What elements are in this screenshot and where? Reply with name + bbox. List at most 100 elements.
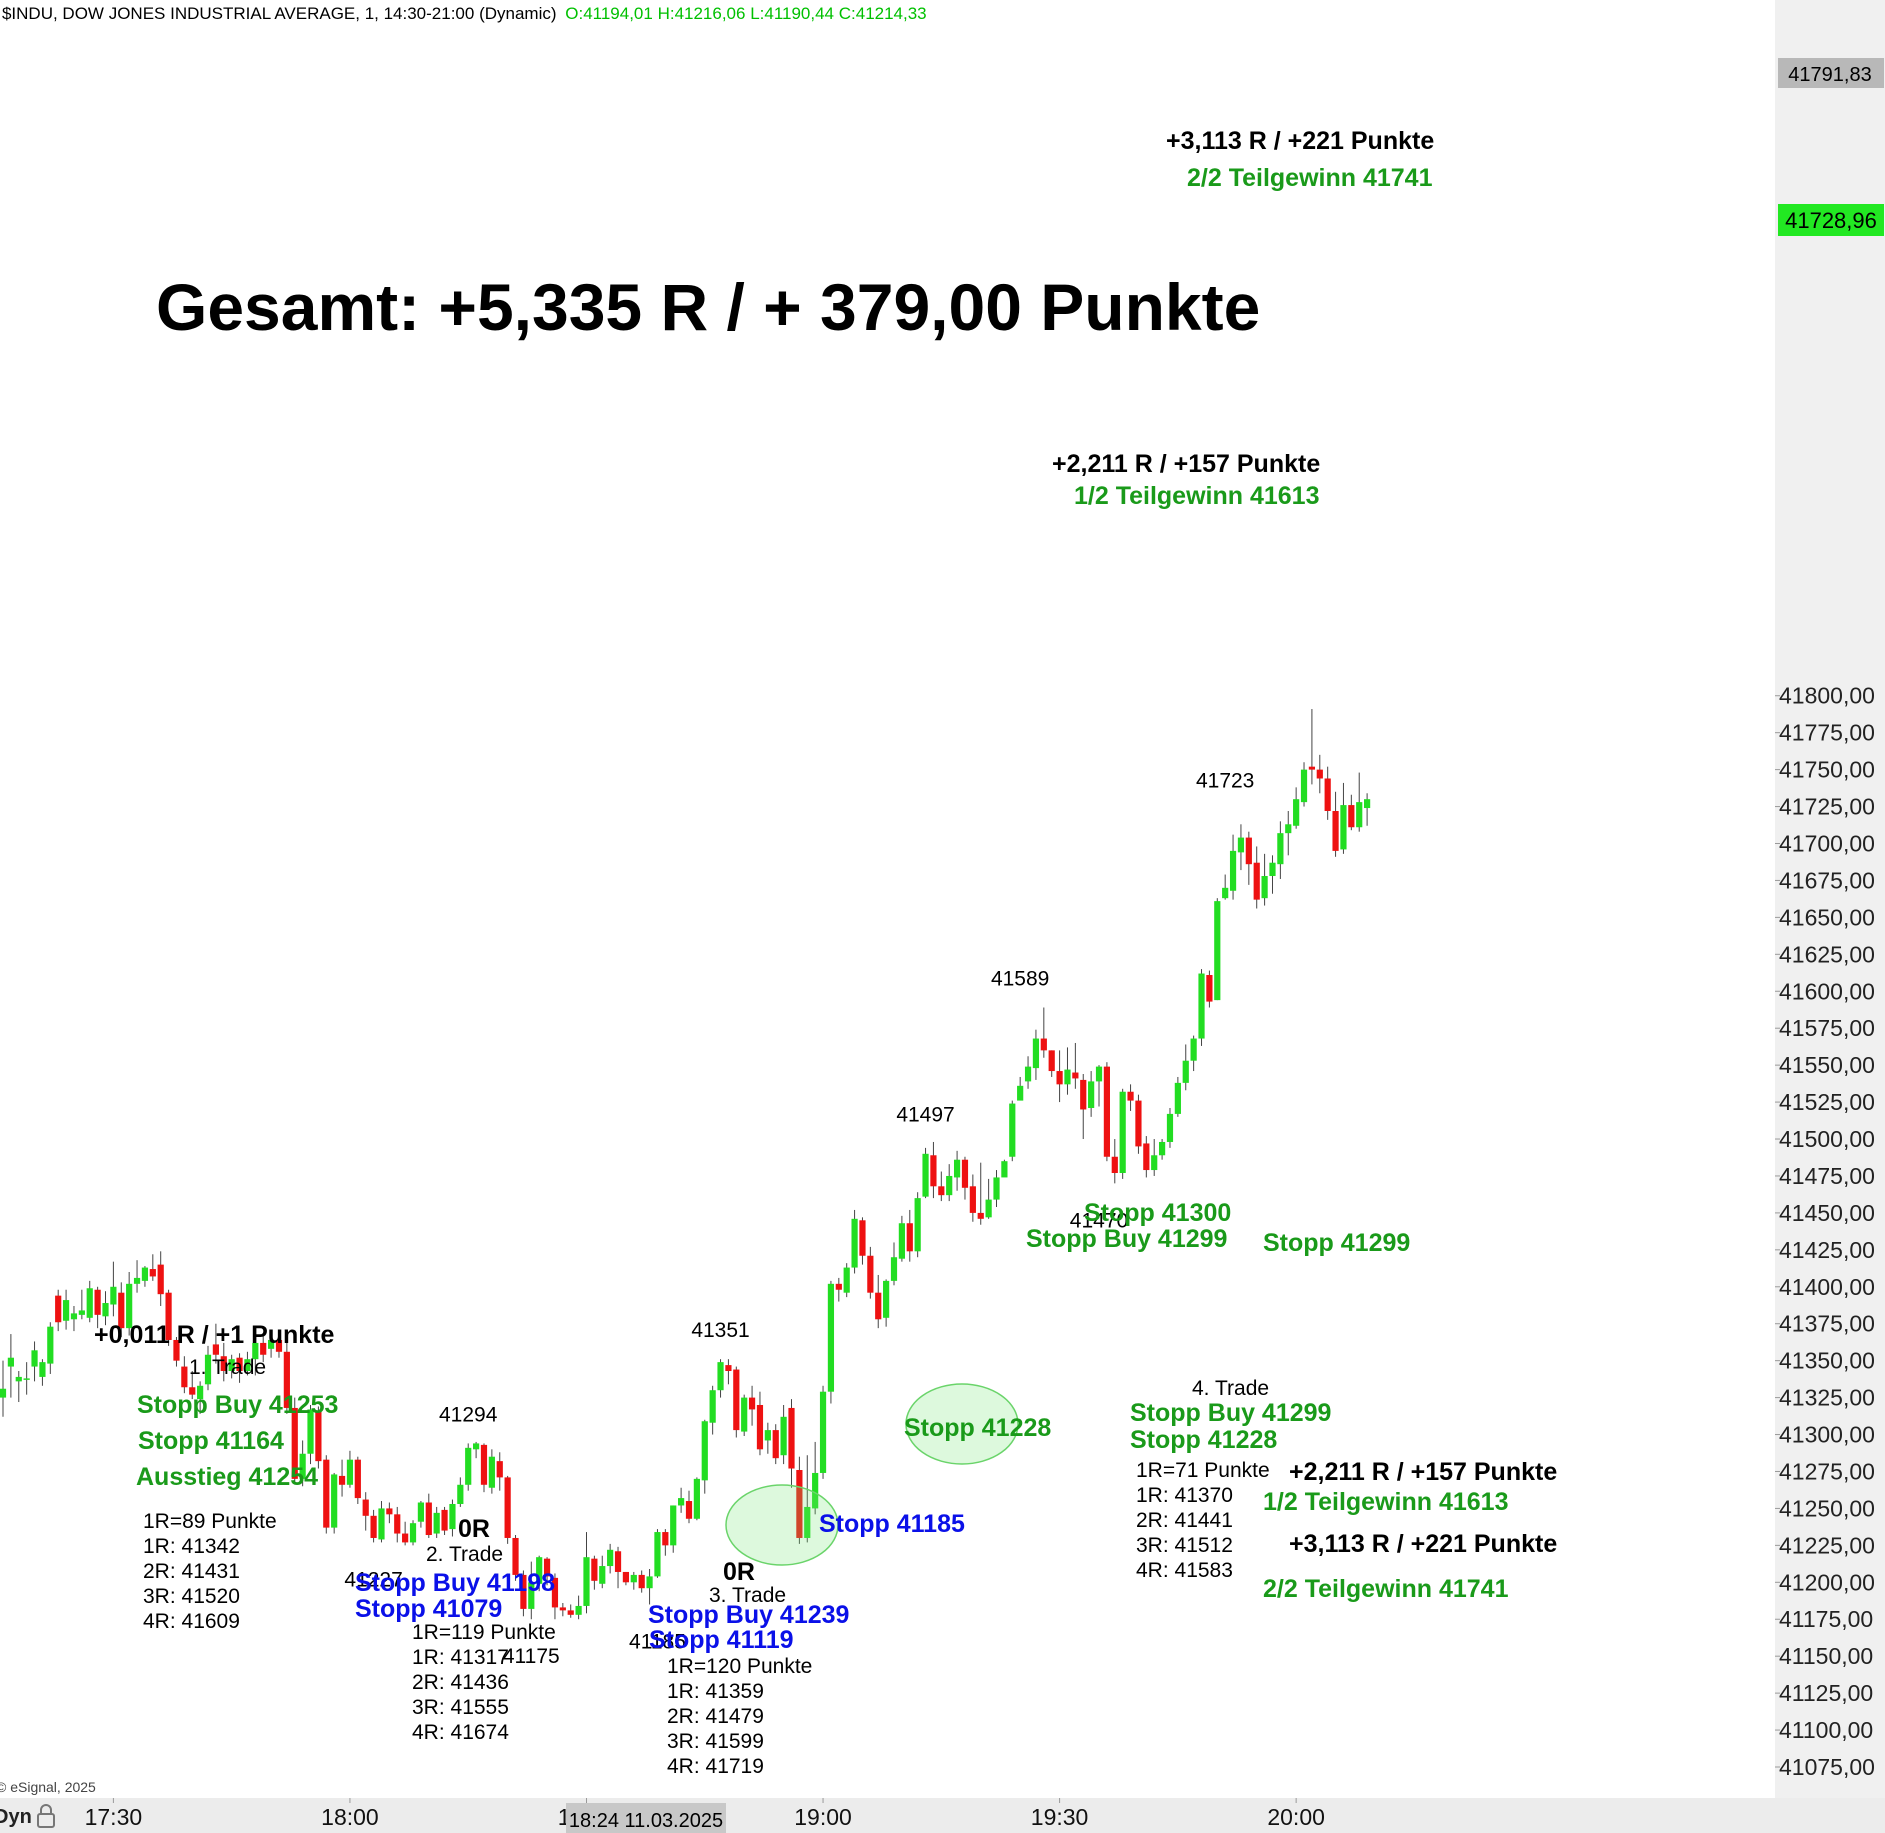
candle-down xyxy=(1348,805,1355,828)
candle-down xyxy=(1245,837,1252,865)
trade4-r-line: 4R: 41583 xyxy=(1136,1559,1233,1582)
candle-up xyxy=(827,1283,835,1392)
price-tick-label: 41325,00 xyxy=(1779,1385,1875,1411)
trade3-r-line: 2R: 41479 xyxy=(667,1705,764,1728)
trade2-label: 2. Trade xyxy=(426,1543,503,1566)
candle-down xyxy=(859,1220,866,1256)
candle-down xyxy=(55,1295,62,1323)
candle-up xyxy=(267,1339,275,1349)
candle-down xyxy=(1072,1072,1079,1079)
price-tick-label: 41750,00 xyxy=(1779,757,1875,783)
trade3-label: 3. Trade xyxy=(709,1584,786,1607)
swing-price-label: 41470 xyxy=(1070,1209,1128,1232)
trade4-r-line: 2R: 41441 xyxy=(1136,1509,1233,1532)
candle-up xyxy=(1285,824,1292,834)
candle-up xyxy=(252,1342,259,1360)
candle-down xyxy=(796,1470,803,1538)
candle-up xyxy=(346,1459,354,1485)
swing-price-label: 41589 xyxy=(991,968,1049,991)
candle-down xyxy=(496,1461,503,1478)
plot-area[interactable] xyxy=(0,0,1775,1798)
candle-up xyxy=(599,1566,606,1584)
price-tick-label: 41175,00 xyxy=(1779,1606,1873,1632)
candle-up xyxy=(1024,1066,1032,1082)
trade1-r-line: 3R: 41520 xyxy=(143,1585,240,1608)
candle-up xyxy=(1064,1069,1071,1085)
trade4-r-line: 1R=71 Punkte xyxy=(1136,1459,1270,1482)
price-tick-label: 41475,00 xyxy=(1779,1163,1875,1189)
candle-down xyxy=(1143,1143,1150,1171)
candle-up xyxy=(307,1409,314,1454)
candle-down xyxy=(1253,862,1260,900)
trade4-r-levels: 1R=71 Punkte 1R: 41370 2R: 41441 3R: 415… xyxy=(1136,1459,1270,1582)
candle-up xyxy=(1174,1082,1181,1114)
candle-up xyxy=(693,1478,700,1519)
candle-up xyxy=(417,1502,425,1522)
candle-down xyxy=(930,1155,937,1187)
candle-up xyxy=(378,1508,385,1540)
time-tick-label: 19:30 xyxy=(1031,1804,1089,1830)
candle-down xyxy=(181,1366,188,1388)
time-tick-label: 18:00 xyxy=(321,1804,379,1830)
trade1-r-line: 2R: 41431 xyxy=(143,1560,240,1583)
candle-down xyxy=(788,1407,795,1469)
candle-up xyxy=(1261,876,1268,899)
high-price-badge-bg xyxy=(1778,58,1884,88)
candle-down xyxy=(354,1459,361,1499)
trade3-result: 0R xyxy=(723,1558,755,1586)
cursor-time-badge-text: 18:24 11.03.2025 xyxy=(569,1810,723,1832)
trade3-stop: Stopp 41119 xyxy=(649,1626,794,1654)
price-tick-label: 41500,00 xyxy=(1779,1126,1875,1152)
trade3-r-line: 1R: 41359 xyxy=(667,1680,764,1703)
stop-marker-circle-trade4 xyxy=(905,1383,1019,1465)
trade2-r-line: 2R: 41436 xyxy=(412,1671,509,1694)
candle-up xyxy=(1277,833,1284,865)
candle-down xyxy=(835,1283,842,1290)
trade3-r-levels: 1R=120 Punkte 1R: 41359 2R: 41479 3R: 41… xyxy=(667,1655,812,1778)
candle-up xyxy=(197,1385,204,1400)
candle-up xyxy=(670,1505,677,1546)
time-tick-label: 19:00 xyxy=(794,1804,852,1830)
candle-down xyxy=(260,1342,267,1355)
swing-price-labels: 41227 41294 41175 41185 41351 41497 41589 41470… xyxy=(344,770,1254,1669)
trade4-stop-marker: Stopp 41228 xyxy=(904,1414,1051,1442)
candle-down xyxy=(165,1292,172,1340)
price-tick-label: 41625,00 xyxy=(1779,941,1875,967)
trade1-label: 1. Trade xyxy=(189,1356,266,1379)
mid-stop-a: Stopp 41300 xyxy=(1084,1199,1231,1227)
lock-icon[interactable] xyxy=(37,1804,55,1828)
candle-down xyxy=(386,1508,393,1515)
candle-down xyxy=(149,1269,156,1277)
candle-down xyxy=(275,1339,283,1352)
trade2-r-line: 3R: 41555 xyxy=(412,1696,509,1719)
lock-icon-shackle xyxy=(40,1804,52,1814)
candle-up xyxy=(1095,1066,1103,1082)
candle-down xyxy=(157,1264,164,1295)
candle-down xyxy=(1103,1066,1110,1157)
candle-up xyxy=(110,1286,117,1305)
candle-down xyxy=(220,1356,227,1372)
candle-down xyxy=(725,1365,732,1372)
trade1-r-line: 1R: 41342 xyxy=(143,1535,240,1558)
high-price-badge-text: 41791,83 xyxy=(1788,64,1871,86)
candle-down xyxy=(969,1186,976,1213)
price-axis: 41075,00 41100,00 41125,00 41150,00 41175,00… xyxy=(1775,683,1875,1780)
time-axis-panel[interactable] xyxy=(0,1798,1885,1833)
candle-down xyxy=(543,1558,551,1577)
candle-up xyxy=(985,1199,992,1218)
candle-down xyxy=(189,1387,196,1395)
candle-up xyxy=(1214,901,1221,1001)
candle-down xyxy=(118,1292,125,1329)
candle-up xyxy=(126,1283,133,1329)
candle-up xyxy=(299,1453,306,1479)
price-tick-label: 41125,00 xyxy=(1779,1680,1873,1706)
price-axis-panel[interactable] xyxy=(1775,0,1885,1833)
mid-stop-buy: Stopp Buy 41299 xyxy=(1026,1225,1227,1253)
candle-down xyxy=(614,1551,622,1572)
candle-down xyxy=(1056,1071,1063,1085)
candle-up xyxy=(709,1390,716,1423)
dyn-label[interactable]: Dyn xyxy=(0,1806,32,1828)
trade4-r-line: 1R: 41370 xyxy=(1136,1484,1233,1507)
candle-down xyxy=(559,1607,566,1611)
